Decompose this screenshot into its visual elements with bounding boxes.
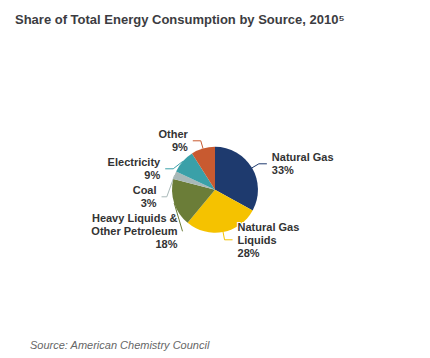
svg-text:Source: American Chemistry Cou: Source: American Chemistry Council (30, 339, 210, 351)
svg-text:Electricity: Electricity (108, 156, 161, 168)
svg-text:Natural Gas: Natural Gas (238, 221, 300, 233)
svg-text:9%: 9% (172, 141, 188, 153)
svg-text:Liquids: Liquids (238, 234, 277, 246)
svg-text:18%: 18% (155, 238, 177, 250)
svg-text:Other Petroleum: Other Petroleum (91, 225, 177, 237)
svg-text:Heavy Liquids &: Heavy Liquids & (92, 212, 178, 224)
svg-text:Share of Total Energy Consumpt: Share of Total Energy Consumption by Sou… (15, 12, 345, 27)
svg-text:Natural Gas: Natural Gas (272, 151, 334, 163)
svg-text:9%: 9% (144, 169, 160, 181)
svg-text:3%: 3% (141, 197, 157, 209)
svg-text:33%: 33% (272, 164, 294, 176)
svg-text:Coal: Coal (133, 184, 157, 196)
svg-text:28%: 28% (238, 247, 260, 259)
svg-text:Other: Other (158, 128, 188, 140)
